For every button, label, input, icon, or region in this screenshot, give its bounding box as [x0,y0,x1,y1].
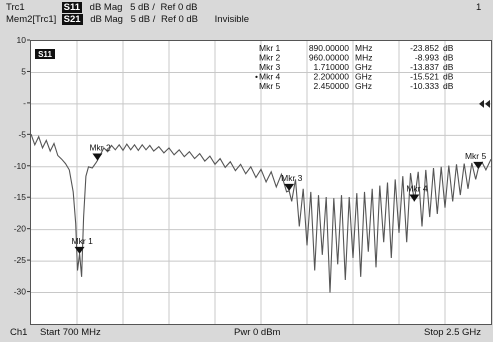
marker-table-frequency-unit: MHz [355,43,372,53]
y-tick-label: 5 [21,66,26,76]
y-axis: 10 5 - -5 -10 -15 -20 -25 -30 [14,35,30,297]
scale-label-2[interactable]: 5 dB / [130,14,156,25]
param-badge[interactable]: S11 [61,2,83,13]
marker-mkr-2[interactable]: Mkr 2 [89,142,111,161]
marker-table-name: Mkr 2 [259,53,281,63]
marker-table-value: -15.521 [410,72,439,82]
y-tick-label: -10 [14,161,27,171]
marker-mkr-4[interactable]: Mkr 4 [406,183,428,202]
y-tick-label: -20 [14,224,27,234]
marker-mkr-3[interactable]: Mkr 3 [281,173,303,191]
marker-table-name: Mkr 3 [259,62,281,72]
param-badge-2[interactable]: S21 [61,14,83,25]
marker-table-frequency: 2.200000 [314,72,350,82]
marker-table-value-unit: dB [443,62,454,72]
trace-chart: S11 Mkr 1 890.00000 MHz -23.852 dB Mkr 2 960.00… [30,41,492,324]
marker-table-frequency: 1.710000 [314,62,350,72]
marker-table-frequency-unit: GHz [355,62,372,72]
marker-table-value: -8.993 [415,53,439,63]
marker-label: Mkr 4 [406,183,428,193]
marker-triangle-icon[interactable] [74,246,85,254]
reference-level-icon [479,99,490,108]
marker-mkr-5[interactable]: Mkr 5 [465,151,487,169]
marker-label: Mkr 3 [281,173,303,183]
marker-mkr-1[interactable]: Mkr 1 [72,236,94,254]
marker-triangle-icon[interactable] [409,194,420,202]
channel-number: 1 [476,2,482,13]
marker-triangle-icon[interactable] [473,161,484,169]
marker-table-frequency-unit: GHz [355,72,372,82]
marker-triangle-icon[interactable] [92,153,103,161]
channel-label: Ch1 [10,327,28,338]
marker-table-frequency-unit: GHz [355,81,372,91]
ref-label-2[interactable]: Ref 0 dB [161,14,199,25]
marker-table-value-unit: dB [443,81,454,91]
stop-frequency[interactable]: Stop 2.5 GHz [424,327,482,338]
marker-table-row[interactable]: • Mkr 4 2.200000 GHz -15.521 dB [255,72,454,82]
y-tick-label: -25 [14,255,27,265]
marker-table-name: Mkr 5 [259,81,281,91]
y-tick-label: -30 [14,287,27,297]
memory-trace-name[interactable]: Mem2[Trc1] [6,14,57,25]
plot-area[interactable]: S11 Mkr 1 890.00000 MHz -23.852 dB Mkr 2 960.00… [30,40,492,325]
marker-label: Mkr 1 [72,236,94,246]
marker-table-row[interactable]: Mkr 3 1.710000 GHz -13.837 dB [259,62,454,72]
marker-label: Mkr 5 [465,151,487,161]
trace-line [30,133,492,293]
format-label[interactable]: dB Mag [89,2,123,13]
trace-tag-box[interactable] [35,49,55,59]
active-marker-indicator: • [255,72,258,82]
marker-table-frequency: 2.450000 [314,81,350,91]
scale-label[interactable]: 5 dB / [130,2,155,13]
ref-label[interactable]: Ref 0 dB [160,2,198,13]
marker-table-row[interactable]: Mkr 1 890.00000 MHz -23.852 dB [259,43,454,53]
format-label-2[interactable]: dB Mag [90,14,123,25]
marker-table-frequency: 890.00000 [309,43,349,53]
y-tick-label: -5 [18,129,26,139]
marker-table-value-unit: dB [443,43,454,53]
marker-table-name: Mkr 1 [259,43,281,53]
trace-header-row1: Trc1 S11 dB Mag 5 dB / Ref 0 dB [6,2,198,13]
y-tick-label: 10 [17,35,27,45]
marker-table-value: -10.333 [410,81,439,91]
marker-table-value: -23.852 [410,43,439,53]
marker-table-value-unit: dB [443,53,454,63]
trace-tag-label[interactable]: S11 [38,50,52,59]
marker-table-frequency-unit: MHz [355,53,372,63]
trace-name[interactable]: Trc1 [6,2,25,13]
marker-label: Mkr 2 [89,142,111,152]
marker-table-row[interactable]: Mkr 2 960.00000 MHz -8.993 dB [259,53,454,63]
trace-state: Invisible [214,14,249,25]
y-tick-label: -15 [14,192,27,202]
trace-header-row2: Mem2[Trc1] S21 dB Mag 5 dB / Ref 0 dB In… [6,14,249,25]
marker-table-value: -13.837 [410,62,439,72]
marker-table-name: Mkr 4 [259,72,281,82]
marker-table-frequency: 960.00000 [309,53,349,63]
marker-table-value-unit: dB [443,72,454,82]
y-tick-label: - [23,98,26,108]
marker-triangle-icon[interactable] [284,183,295,191]
start-frequency[interactable]: Start 700 MHz [40,327,101,338]
power-level[interactable]: Pwr 0 dBm [234,327,281,338]
marker-table-row[interactable]: Mkr 5 2.450000 GHz -10.333 dB [259,81,454,91]
